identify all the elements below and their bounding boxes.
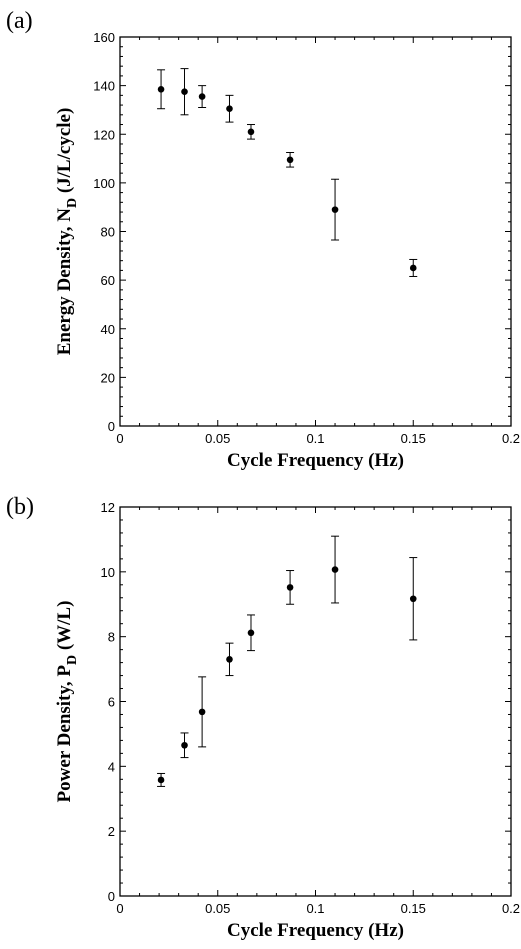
panel-b-xtick-label: 0.05 <box>205 901 230 916</box>
panel-b-data-point <box>331 566 339 573</box>
panel-b-data-point <box>181 741 188 749</box>
panel-a-ytick-label: 60 <box>101 273 115 288</box>
panel-a-ytick-label: 40 <box>101 322 115 337</box>
panel-b-xtick-label: 0.1 <box>306 901 324 916</box>
panel-a-group: (a) 0 0.05 0.1 0.15 0.2 0 20 40 60 80 100 120 140 160 C… <box>6 8 520 471</box>
panel-a-data-point <box>157 85 165 93</box>
panel-a-ytick-label: 160 <box>93 30 115 45</box>
panel-a-data-point <box>181 88 188 96</box>
panel-a-data-point <box>409 264 417 272</box>
panel-a-xtick-label: 0.2 <box>502 431 520 446</box>
panel-a-data-point <box>331 206 339 213</box>
panel-a-y-axis-label: Energy Density, ND (J/L/cycle) <box>54 108 80 356</box>
panel-b-y-axis-label-units: (W/L) <box>54 601 75 655</box>
panel-a-data-point <box>226 105 233 113</box>
panel-b-data-point <box>247 629 255 637</box>
panel-a-y-axis-label-subscript: D <box>65 198 80 208</box>
panel-a-label: (a) <box>6 8 33 34</box>
panel-b-group: (b) 0 0.05 0.1 0.15 0.2 0 2 4 6 8 10 12 Cycle Frequen… <box>6 494 520 941</box>
panel-b-data-point <box>226 656 233 663</box>
panel-a-ytick-label: 120 <box>93 127 115 142</box>
panel-b-xtick-label: 0.15 <box>401 901 426 916</box>
panel-b-ytick-label: 8 <box>108 630 115 645</box>
panel-a-xtick-label: 0.1 <box>306 431 324 446</box>
panel-b-xtick-label: 0 <box>116 901 123 916</box>
panel-b-ytick-label: 2 <box>108 824 115 839</box>
panel-b-y-axis-label-main: Power Density, P <box>54 665 75 803</box>
panel-b-data-point <box>409 595 417 603</box>
panel-b-y-axis-label-subscript: D <box>65 655 80 665</box>
panel-a-y-axis-label-main: Energy Density, N <box>54 208 75 356</box>
panel-a-ytick-label: 100 <box>93 176 115 191</box>
panel-b-ytick-label: 12 <box>101 500 115 515</box>
panel-a-data-point <box>286 156 294 164</box>
panel-a-plot-frame <box>119 36 512 427</box>
panel-b-y-axis-label: Power Density, PD (W/L) <box>54 601 80 803</box>
panel-a-xtick-label: 0.05 <box>205 431 230 446</box>
panel-b-plot-frame <box>119 506 512 897</box>
panel-a-x-axis-label: Cycle Frequency (Hz) <box>227 450 404 471</box>
panel-a-ytick-label: 0 <box>108 419 115 434</box>
panel-a-ytick-label: 140 <box>93 79 115 94</box>
panel-a-ytick-label: 80 <box>101 225 115 240</box>
panel-b-data-point <box>286 584 294 591</box>
panel-b-label: (b) <box>6 494 34 520</box>
panel-a-data-point <box>198 93 206 100</box>
panel-b-ytick-label: 4 <box>108 759 115 774</box>
panel-a-xtick-label: 0 <box>116 431 123 446</box>
panel-a-ytick-label: 20 <box>101 370 115 385</box>
panel-b-xtick-label: 0.2 <box>502 901 520 916</box>
panel-b-data-point <box>157 776 165 784</box>
panel-a-xtick-label: 0.15 <box>401 431 426 446</box>
panel-b-ytick-label: 6 <box>108 695 115 710</box>
panel-a-y-axis-label-units: (J/L/cycle) <box>54 108 75 198</box>
panel-b-ytick-label: 0 <box>108 889 115 904</box>
panel-b-x-axis-label: Cycle Frequency (Hz) <box>227 920 404 941</box>
panel-a-data-point <box>247 128 255 136</box>
panel-b-data-point <box>198 708 206 716</box>
panel-b-ytick-label: 10 <box>101 565 115 580</box>
